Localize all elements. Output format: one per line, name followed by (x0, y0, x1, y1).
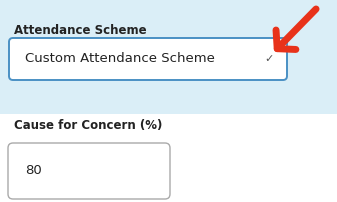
Text: Attendance Scheme: Attendance Scheme (14, 24, 147, 37)
FancyBboxPatch shape (8, 143, 170, 199)
Text: 80: 80 (25, 164, 42, 178)
Text: ✓: ✓ (264, 54, 274, 64)
Text: Cause for Concern (%): Cause for Concern (%) (14, 119, 162, 132)
FancyBboxPatch shape (0, 0, 337, 114)
Text: Custom Attendance Scheme: Custom Attendance Scheme (25, 53, 215, 65)
FancyBboxPatch shape (9, 38, 287, 80)
